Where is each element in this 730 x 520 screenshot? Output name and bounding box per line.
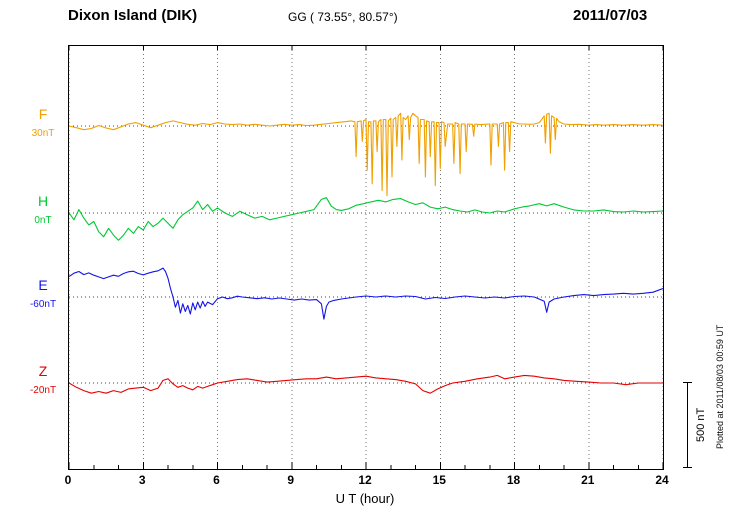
trace-baseline-value-H: 0nT [34, 215, 52, 226]
station-title: Dixon Island (DIK) [68, 7, 198, 24]
x-tick-label-24: 24 [655, 473, 669, 487]
magnetogram-plot [69, 46, 663, 469]
scale-bar-label: 500 nT [695, 407, 707, 443]
x-tick-label-6: 6 [213, 473, 220, 487]
x-tick-label-12: 12 [358, 473, 372, 487]
trace-Z [69, 374, 663, 394]
x-tick-label-0: 0 [64, 473, 72, 487]
x-axis-title: U T (hour) [335, 491, 395, 506]
trace-letter-E: E [38, 277, 48, 293]
trace-letter-H: H [37, 193, 49, 209]
trace-letter-Z: Z [38, 363, 48, 379]
x-tick-label-3: 3 [138, 473, 146, 487]
trace-baseline-value-F: 30nT [31, 128, 55, 139]
plotted-at-note: Plotted at 2011/08/03 00:59 UT [715, 324, 725, 450]
plot-area [68, 45, 664, 470]
x-tick-label-18: 18 [506, 473, 521, 487]
scale-bar-bottom-cap [683, 467, 692, 468]
trace-F [69, 112, 663, 197]
x-tick-label-15: 15 [432, 473, 446, 487]
plot-date: 2011/07/03 [573, 7, 648, 24]
amplitude-scale-bar [687, 382, 688, 468]
station-coordinates: GG ( 73.55°, 80.57°) [288, 10, 398, 24]
trace-E [69, 267, 663, 320]
trace-baseline-value-E: -60nT [29, 299, 57, 310]
trace-baseline-value-Z: -20nT [29, 385, 57, 396]
trace-letter-F: F [38, 106, 48, 122]
x-tick-label-21: 21 [581, 473, 595, 487]
scale-bar-top-cap [683, 382, 692, 383]
x-tick-label-9: 9 [287, 473, 295, 487]
trace-H [69, 197, 663, 241]
